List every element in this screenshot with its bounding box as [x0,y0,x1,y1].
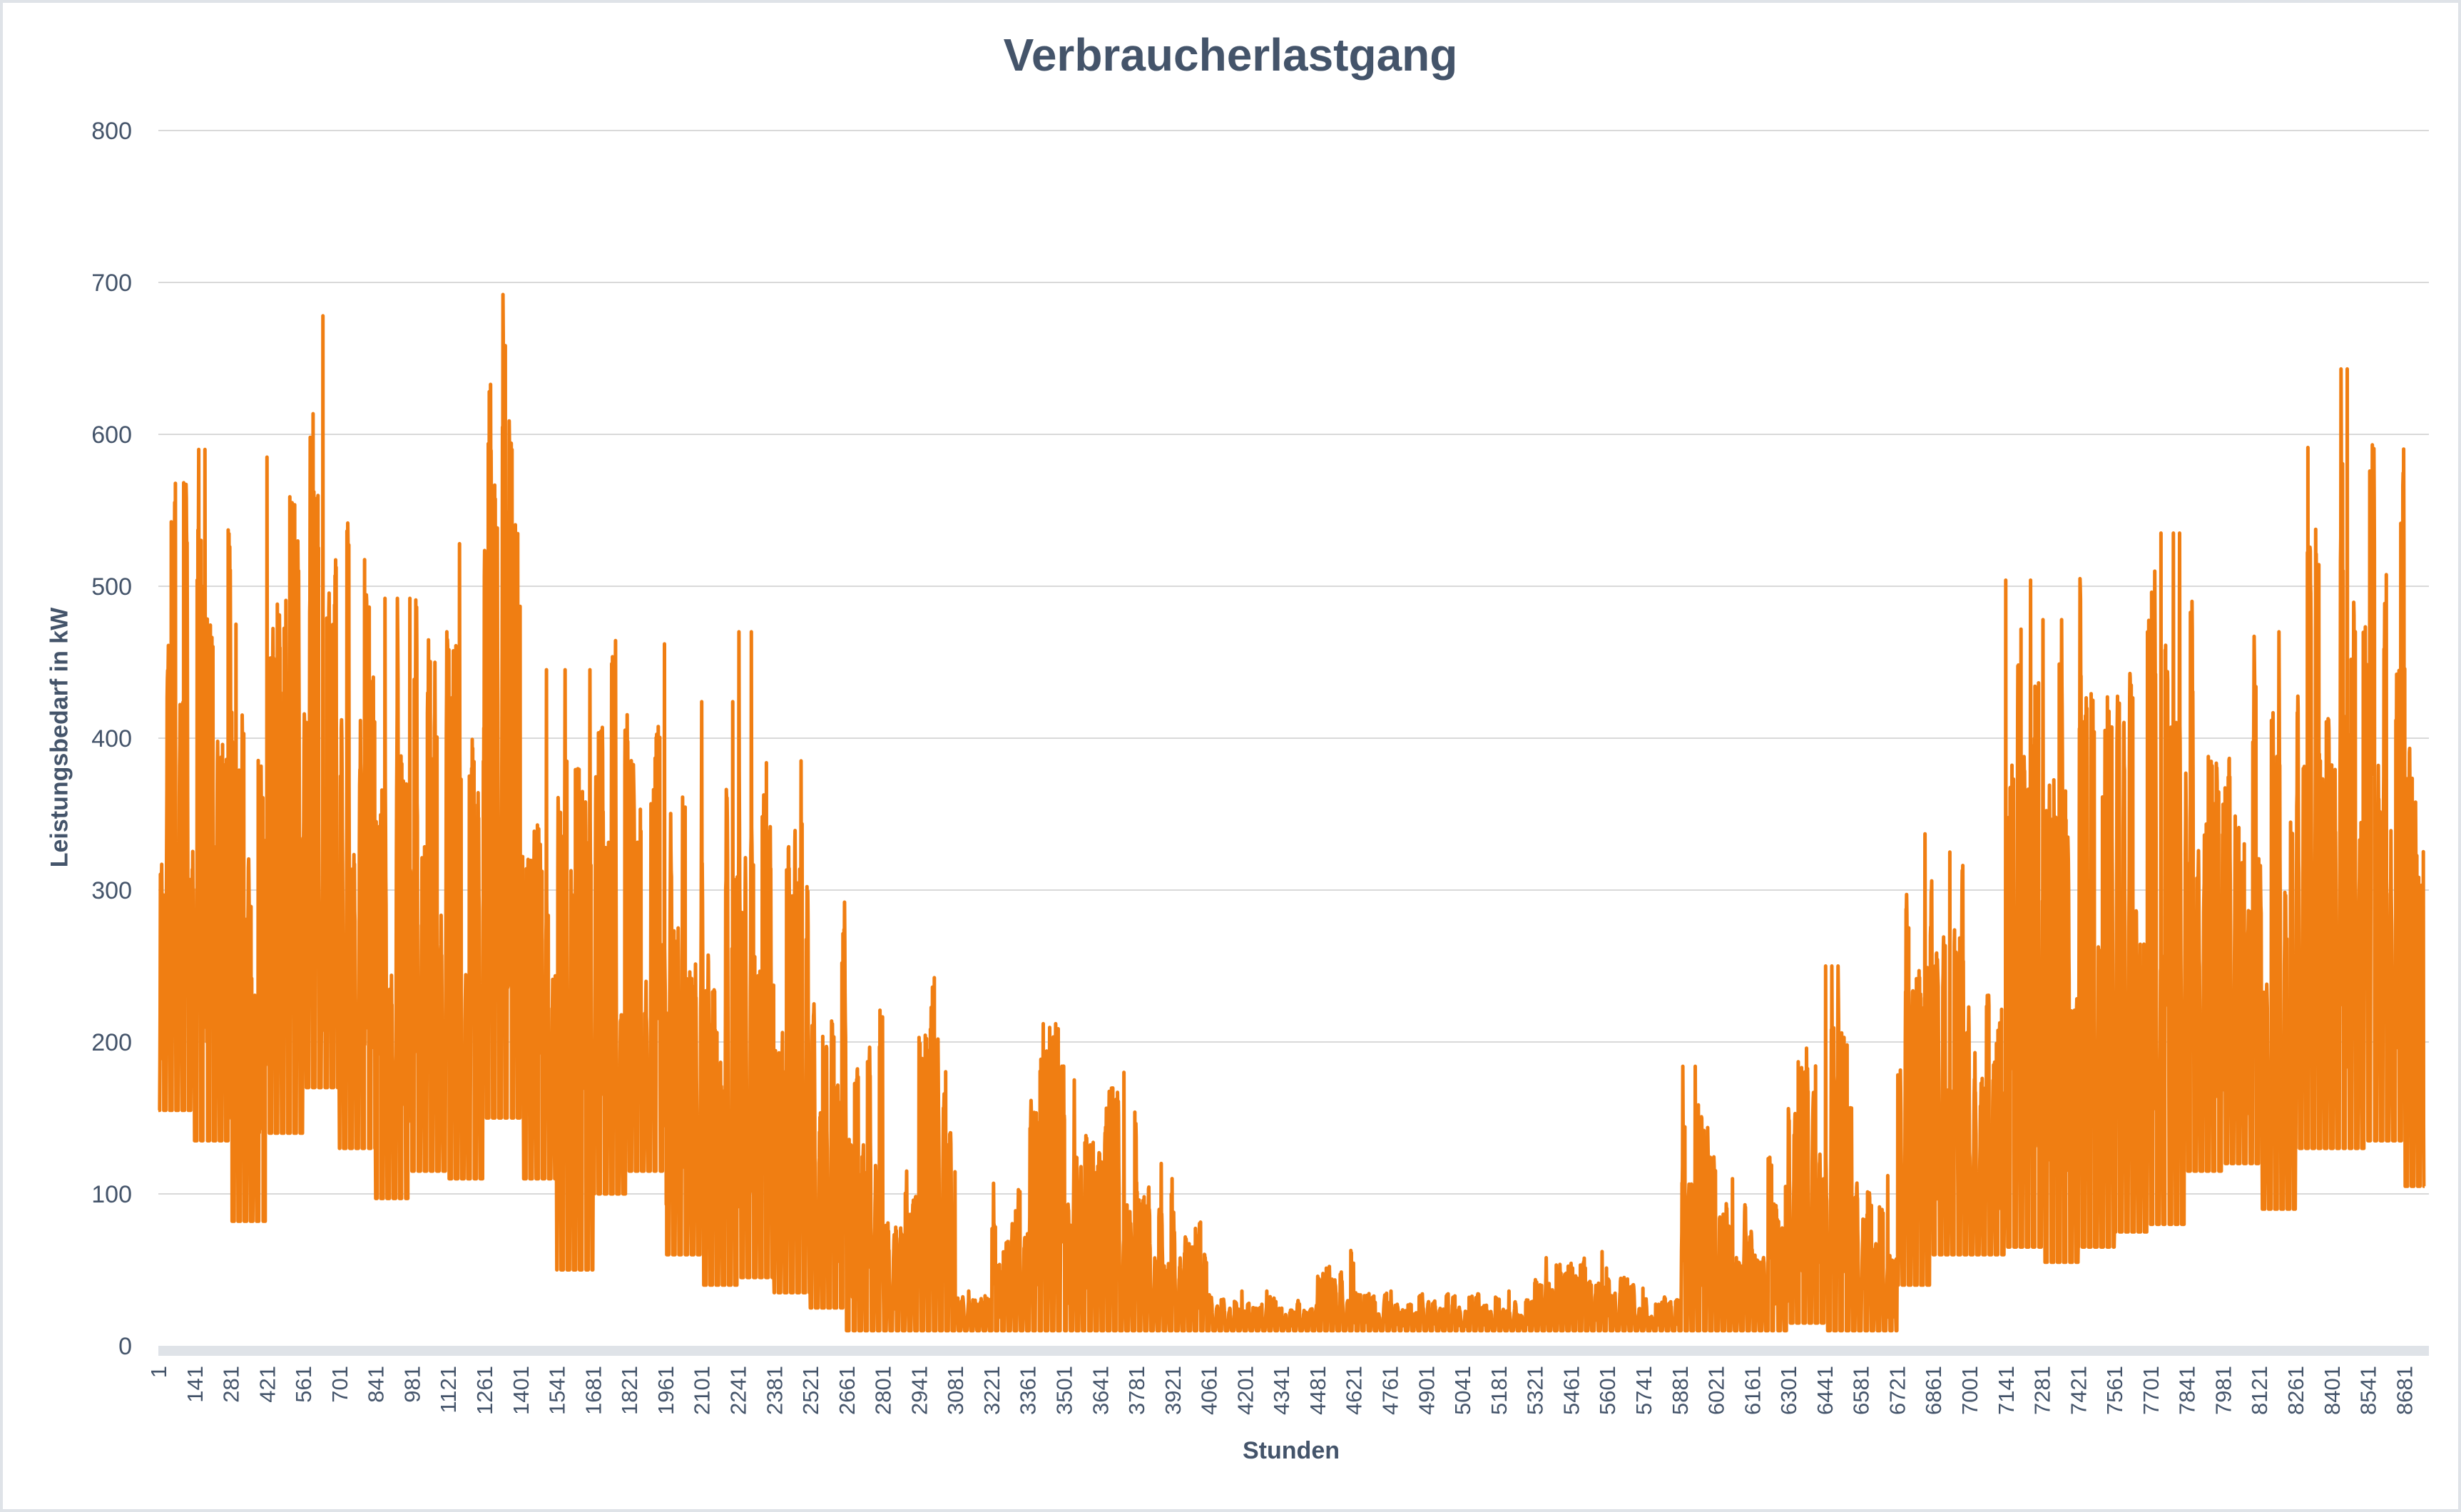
chart-title: Verbraucherlastgang [1003,29,1458,81]
x-axis-line [158,1346,2429,1356]
x-tick-label: 4901 [1414,1366,1439,1415]
x-tick-label: 7281 [2030,1366,2055,1415]
x-tick-label: 7841 [2175,1366,2200,1415]
x-tick-label: 6161 [1740,1366,1765,1415]
y-tick-label: 800 [91,118,132,145]
y-tick-label: 400 [91,725,132,752]
x-tick-label: 6021 [1704,1366,1729,1415]
x-tick-label: 8541 [2356,1366,2381,1415]
x-tick-label: 7981 [2211,1366,2236,1415]
x-tick-label: 2661 [835,1366,860,1415]
x-tick-label: 2241 [725,1366,750,1415]
y-tick-label: 300 [91,877,132,904]
x-tick-label: 3781 [1124,1366,1149,1415]
x-tick-label: 421 [255,1366,280,1403]
x-tick-label: 6581 [1849,1366,1874,1415]
x-tick-label: 5881 [1668,1366,1693,1415]
x-tick-label: 561 [291,1366,316,1403]
x-tick-label: 2521 [798,1366,823,1415]
x-tick-label: 5601 [1595,1366,1620,1415]
x-tick-label: 4761 [1378,1366,1403,1415]
x-tick-label: 4341 [1269,1366,1294,1415]
x-tick-label: 1401 [509,1366,534,1415]
x-tick-label: 841 [364,1366,389,1403]
x-tick-label: 8121 [2247,1366,2272,1415]
series-line-leistungsbedarf [156,292,2427,1333]
y-tick-label: 500 [91,573,132,601]
x-tick-label: 2801 [871,1366,896,1415]
x-tick-label: 3081 [943,1366,968,1415]
x-tick-label: 701 [327,1366,352,1403]
x-tick-label: 2941 [907,1366,932,1415]
x-tick-label: 7141 [1994,1366,2019,1415]
x-tick-label: 3921 [1161,1366,1186,1415]
x-tick-label: 4201 [1233,1366,1258,1415]
x-tick-label: 5321 [1523,1366,1548,1415]
x-tick-label: 3501 [1051,1366,1076,1415]
x-tick-label: 7001 [1957,1366,1982,1415]
x-tick-label: 5041 [1450,1366,1475,1415]
x-tick-label: 1681 [581,1366,606,1415]
y-tick-label: 700 [91,270,132,297]
x-tick-label: 2101 [690,1366,715,1415]
x-tick-label: 7561 [2102,1366,2127,1415]
x-tick-label: 7701 [2139,1366,2164,1415]
y-tick-label: 0 [118,1333,132,1360]
x-tick-label: 8681 [2392,1366,2417,1415]
x-axis-title: Stunden [1243,1437,1340,1464]
x-tick-label: 4061 [1197,1366,1222,1415]
x-tick-label: 141 [183,1366,208,1403]
y-tick-label: 100 [91,1181,132,1208]
x-tick-label: 3641 [1088,1366,1113,1415]
x-tick-label: 6721 [1885,1366,1910,1415]
x-tick-label: 1121 [436,1366,461,1414]
x-tick-label: 5741 [1631,1366,1656,1415]
x-tick-label: 3221 [979,1366,1004,1415]
x-tick-label: 6441 [1813,1366,1838,1415]
x-tick-label: 4621 [1342,1366,1367,1415]
y-tick-label: 200 [91,1029,132,1056]
x-tick-label: 1541 [545,1366,570,1415]
x-tick-label: 8261 [2283,1366,2308,1415]
x-tick-label: 281 [219,1366,244,1403]
x-tick-label: 981 [399,1366,424,1403]
x-tick-label: 7421 [2066,1366,2091,1415]
x-tick-label: 1821 [617,1366,642,1415]
x-tick-label: 1261 [472,1366,497,1415]
x-tick-label: 6301 [1776,1366,1801,1415]
x-tick-label: 3361 [1016,1366,1041,1415]
x-tick-label: 5181 [1487,1366,1512,1415]
x-tick-label: 1 [146,1366,171,1378]
x-tick-label: 5461 [1559,1366,1584,1415]
x-tick-label: 4481 [1305,1366,1330,1415]
x-tick-label: 2381 [762,1366,787,1415]
y-tick-label: 600 [91,422,132,449]
x-tick-label: 1961 [653,1366,678,1415]
x-tick-label: 6861 [1921,1366,1946,1415]
x-tick-label: 8401 [2320,1366,2345,1415]
